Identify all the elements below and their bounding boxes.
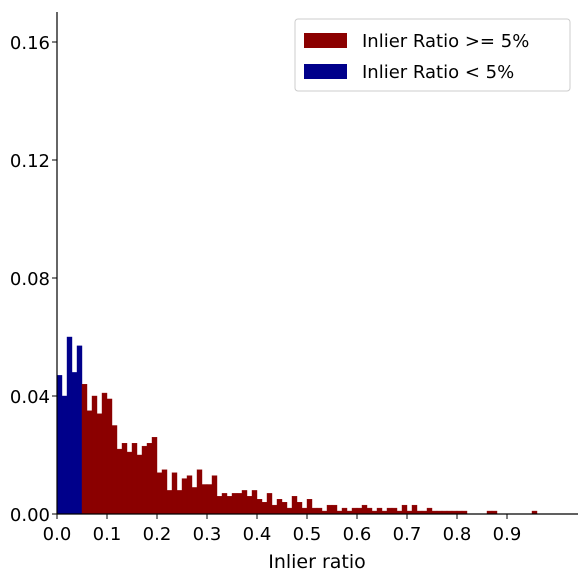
- histogram-bar: [361, 504, 368, 515]
- histogram-bar: [196, 469, 203, 515]
- histogram-bar: [256, 499, 263, 515]
- x-tick-label: 0.3: [193, 524, 222, 545]
- legend-label-inlier-low: Inlier Ratio < 5%: [362, 62, 514, 83]
- x-tick-label: 0.1: [93, 524, 122, 545]
- histogram-bar: [426, 507, 433, 515]
- histogram-bar: [301, 507, 308, 515]
- histogram-bar: [141, 445, 148, 515]
- histogram-bar: [76, 345, 83, 515]
- histogram-bar: [291, 496, 298, 515]
- histogram-bar: [131, 443, 138, 515]
- histogram-bar: [281, 502, 288, 515]
- histogram-bar: [186, 475, 193, 515]
- histogram-bar: [306, 499, 313, 515]
- histogram-bar: [351, 507, 358, 515]
- histogram-bar: [356, 507, 363, 515]
- histogram-bar: [176, 490, 183, 515]
- y-tick-label: 0.04: [10, 387, 50, 408]
- histogram-bar: [411, 504, 418, 515]
- histogram-bar: [156, 472, 163, 515]
- histogram-bar: [261, 502, 268, 515]
- y-tick-label: 0.12: [10, 151, 50, 172]
- x-tick-label: 0.8: [443, 524, 472, 545]
- x-tick-label: 0.6: [343, 524, 372, 545]
- histogram-bar: [401, 504, 408, 515]
- x-tick-label: 0.5: [293, 524, 322, 545]
- histogram-bar: [216, 496, 223, 515]
- histogram-bar: [341, 507, 348, 515]
- histogram-bars: [56, 336, 538, 515]
- histogram-bar: [191, 487, 198, 515]
- histogram-bar: [246, 496, 253, 515]
- x-axis-ticks: 0.0 0.1 0.2 0.3 0.4 0.5 0.6 0.7 0.8 0.9: [43, 514, 522, 545]
- histogram-bar: [391, 507, 398, 515]
- histogram-bar: [221, 493, 228, 515]
- histogram-bar: [326, 504, 333, 515]
- histogram-bar: [201, 484, 208, 515]
- histogram-bar: [296, 502, 303, 515]
- histogram-bar: [386, 507, 393, 515]
- x-tick-label: 0.4: [243, 524, 272, 545]
- histogram-bar: [126, 451, 133, 515]
- histogram-bar: [231, 493, 238, 515]
- histogram-bar: [181, 478, 188, 515]
- y-axis-ticks: 0.00 0.04 0.08 0.12 0.16: [10, 33, 57, 526]
- axes: [56, 12, 578, 515]
- y-tick-label: 0.16: [10, 33, 50, 54]
- histogram-bar: [171, 472, 178, 515]
- histogram-bar: [276, 499, 283, 515]
- histogram-bar: [116, 448, 123, 515]
- histogram-bar: [331, 504, 338, 515]
- x-tick-label: 0.2: [143, 524, 172, 545]
- y-tick-label: 0.00: [10, 505, 50, 526]
- histogram-bar: [286, 507, 293, 515]
- histogram-bar: [266, 493, 273, 515]
- histogram-bar: [101, 392, 108, 515]
- y-tick-label: 0.08: [10, 269, 50, 290]
- legend-swatch-inlier-high: [304, 33, 347, 48]
- histogram-bar: [81, 384, 88, 515]
- histogram-bar: [96, 413, 103, 515]
- histogram-bar: [206, 484, 213, 515]
- histogram-bar: [226, 496, 233, 515]
- histogram-bar: [71, 372, 78, 515]
- histogram-bar: [66, 336, 73, 515]
- histogram-bar: [151, 437, 158, 515]
- x-tick-label: 0.7: [393, 524, 422, 545]
- histogram-bar: [251, 490, 258, 515]
- histogram-bar: [376, 507, 383, 515]
- histogram-bar: [211, 475, 218, 515]
- histogram-bar: [106, 398, 113, 515]
- x-tick-label: 0.0: [43, 524, 72, 545]
- legend-label-inlier-high: Inlier Ratio >= 5%: [362, 31, 529, 52]
- x-tick-label: 0.9: [493, 524, 522, 545]
- histogram-bar: [311, 507, 318, 515]
- histogram-bar: [91, 395, 98, 515]
- histogram-bar: [121, 443, 128, 515]
- histogram-bar: [241, 490, 248, 515]
- histogram-bar: [271, 504, 278, 515]
- x-axis-label: Inlier ratio: [268, 551, 366, 573]
- histogram-bar: [86, 410, 93, 515]
- legend-swatch-inlier-low: [304, 64, 347, 79]
- histogram-bar: [61, 395, 68, 515]
- histogram-bar: [161, 469, 168, 515]
- histogram-bar: [56, 375, 63, 515]
- histogram-bar: [366, 507, 373, 515]
- legend: Inlier Ratio >= 5% Inlier Ratio < 5%: [294, 18, 571, 92]
- histogram-bar: [166, 490, 173, 515]
- legend-frame: [294, 18, 571, 92]
- histogram-bar: [236, 493, 243, 515]
- histogram-bar: [111, 425, 118, 515]
- histogram-bar: [146, 443, 153, 515]
- histogram-bar: [136, 454, 143, 515]
- histogram-bar: [316, 507, 323, 515]
